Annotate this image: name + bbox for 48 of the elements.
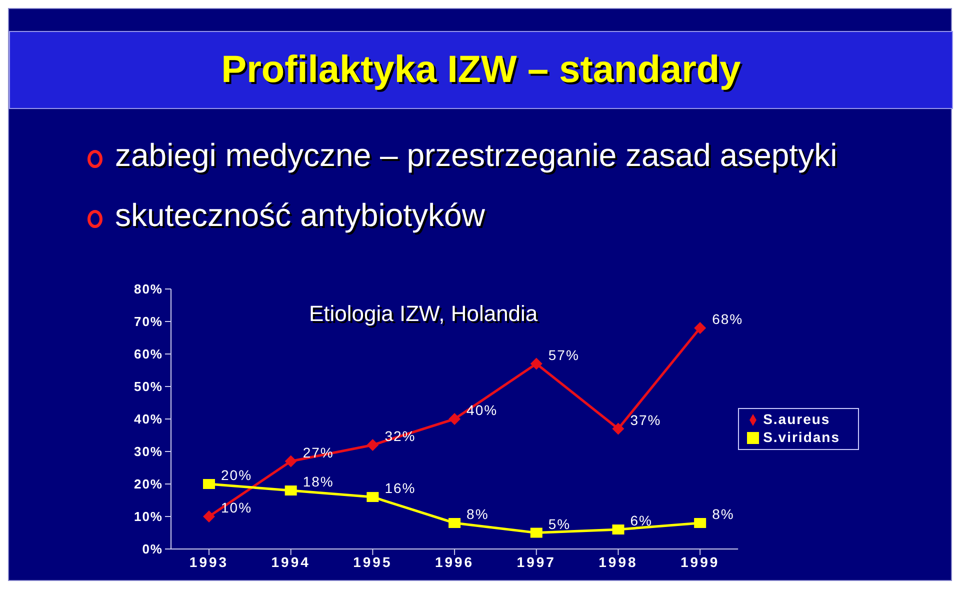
x-tick-label: 1998: [598, 554, 638, 570]
y-tick-label: 80%: [134, 282, 163, 297]
point: [694, 518, 706, 528]
x-tick-label: 1995: [353, 554, 392, 570]
data-label: 8%: [466, 506, 489, 522]
text: skuteczność antybiotyków: [115, 197, 485, 233]
point: [366, 439, 379, 451]
x-tick-label: 1994: [271, 554, 310, 570]
data-label: 10%: [221, 500, 252, 516]
data-label: 18%: [302, 474, 334, 490]
point: [366, 492, 379, 502]
point: [284, 486, 297, 496]
data-label: 16%: [384, 480, 416, 496]
point: [530, 528, 542, 538]
data-label: 57%: [548, 346, 580, 363]
x-tick-label: 1997: [516, 554, 556, 570]
text: Etiologia IZW, Holandia: [309, 301, 538, 327]
point: [694, 322, 706, 334]
data-label: 5%: [548, 516, 571, 532]
x-tick-label: 1996: [434, 554, 474, 570]
text: zabiegi medyczne – przestrzeganie zasad aseptyki: [115, 137, 838, 173]
y-tick-label: 40%: [134, 412, 163, 427]
point: [284, 455, 297, 468]
data-label: 6%: [630, 512, 652, 528]
data-label: 8%: [712, 506, 734, 522]
chart-title: Profilaktyka IZW – standardy: [221, 48, 741, 92]
point: [448, 518, 461, 528]
y-tick-label: 0%: [142, 542, 163, 557]
x-tick-label: 1999: [680, 554, 720, 570]
x-tick-label: 1993: [189, 554, 229, 570]
point: [612, 524, 624, 534]
y-tick-label: 10%: [134, 509, 163, 524]
point: [612, 422, 624, 435]
data-label: 40%: [466, 402, 498, 418]
point: [448, 413, 461, 425]
y-tick-label: 20%: [134, 476, 163, 492]
data-label: 20%: [221, 467, 252, 483]
legend-label: S.viridans: [763, 429, 840, 445]
point: [530, 358, 542, 370]
y-tick-label: 70%: [134, 314, 163, 330]
legend-label: S.aureus: [763, 411, 830, 427]
point: [203, 510, 215, 522]
y-tick-label: 50%: [134, 379, 163, 394]
data-label: 68%: [712, 311, 744, 327]
y-tick-label: 60%: [134, 346, 163, 362]
y-tick-label: 30%: [134, 444, 163, 460]
data-label: 37%: [630, 412, 662, 428]
point: [203, 479, 215, 489]
